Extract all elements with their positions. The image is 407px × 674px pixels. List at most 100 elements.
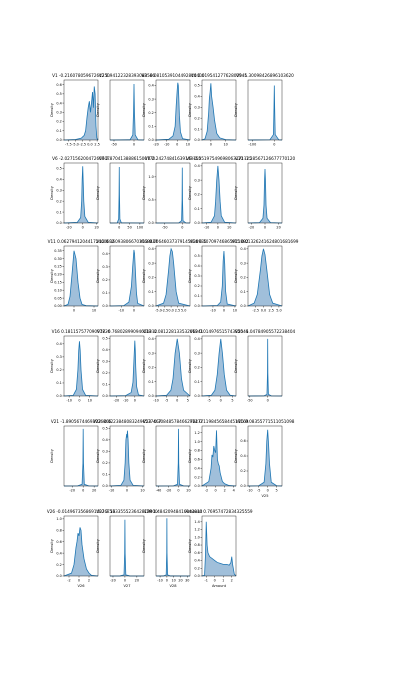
x-tick-label: -5 <box>165 399 168 403</box>
y-tick-label: 0.0 <box>148 304 153 308</box>
y-tick-label: 0.25 <box>54 265 62 269</box>
subplot-title: V2 0.94122328393088586 <box>99 73 155 78</box>
y-tick-label: 0.4 <box>102 438 107 442</box>
y-tick-label: 1.0 <box>56 517 61 521</box>
x-tick-label: -10 <box>247 489 253 493</box>
y-axis-label: Density <box>96 102 100 117</box>
y-axis-label: Density <box>188 268 192 283</box>
x-tick-label: 0 <box>82 489 84 493</box>
y-tick-label: 0.1 <box>194 380 199 384</box>
y-axis-label: Density <box>188 448 192 463</box>
density-line <box>201 250 237 307</box>
x-tick-label: 2 <box>231 579 233 583</box>
axes-frame <box>155 335 191 397</box>
density-line <box>155 518 191 577</box>
y-tick-label: 0.4 <box>148 337 153 341</box>
y-tick-label: 0.4 <box>102 348 107 352</box>
density-line <box>109 340 145 397</box>
density-area <box>64 250 98 306</box>
x-tick-label: 10 <box>92 309 96 313</box>
density-area <box>202 251 236 306</box>
axes-frame <box>155 425 191 487</box>
y-tick-label: 0.3 <box>194 274 199 278</box>
x-tick-label: -10 <box>157 579 163 583</box>
subplot-20: V20 -1.04784905572238404 -50 0 Density <box>234 329 295 403</box>
subplot-title: V28 1.48420948416043913 <box>144 509 203 514</box>
y-tick-label: 1.0 <box>148 175 153 179</box>
x-axis-label: V27 <box>123 584 130 588</box>
subplot-title: V24 0.11984565844519169 <box>190 419 249 424</box>
subplot-title: V21 -1.89056744693926866 <box>51 419 112 424</box>
x-tick-label: 10 <box>88 399 92 403</box>
x-tick-label: 0 <box>134 399 136 403</box>
x-tick-label: 100 <box>137 226 143 230</box>
y-tick-label: 0.1 <box>56 210 61 214</box>
axes-frame <box>109 335 145 397</box>
x-tick-label: 0 <box>217 226 219 230</box>
y-tick-label: 0.35 <box>54 249 62 253</box>
y-tick-label: 0.2 <box>102 461 107 465</box>
y-tick-label: 0.1 <box>56 381 61 385</box>
x-axis-label: Amount <box>212 584 227 588</box>
axes-frame <box>155 245 191 307</box>
subplot-9: V9 -0.05197549698063171125 -10 0 10 0.0 0.1 0.… <box>186 156 252 230</box>
x-tick-label: 5.0 <box>276 309 281 313</box>
density-area <box>110 84 144 140</box>
x-tick-label: -10 <box>204 226 210 230</box>
subplot-title: V5 -1.30098426896103620 <box>236 73 294 78</box>
subplot-title: V23 -0.30848578466276277 <box>143 419 204 424</box>
x-tick-label: 0 <box>215 489 217 493</box>
subplot-title: V22 -0.02238480832496537467 <box>93 419 162 424</box>
axes-frame <box>63 162 99 224</box>
x-tick-label: 0 <box>78 399 80 403</box>
y-tick-label: 0.4 <box>148 247 153 251</box>
subplot-18: V18 -0.08122813353206241 -10 -5 0 5 0.0 0.1 0.2… <box>142 329 203 403</box>
subplot-28: V28 1.48420948416043913 -10 0 10 20 30 Density… <box>142 509 203 588</box>
subplot-title: V7 2.87041388861500770 <box>99 156 155 161</box>
y-tick-label: 0.0 <box>194 394 199 398</box>
density-line <box>109 519 145 577</box>
y-tick-label: 0.3 <box>240 261 245 265</box>
x-tick-label: 5.0 <box>181 309 186 313</box>
axes-frame <box>201 162 237 224</box>
y-tick-label: 1.0 <box>194 440 199 444</box>
x-tick-label: 0 <box>220 399 222 403</box>
y-tick-label: 1.4 <box>194 520 199 524</box>
x-tick-label: 5 <box>187 399 189 403</box>
density-line <box>201 338 237 397</box>
y-axis-label: Density <box>50 268 54 283</box>
x-tick-label: -50 <box>247 399 253 403</box>
density-line <box>247 338 283 397</box>
x-tick-label: -2.5 <box>162 309 169 313</box>
y-tick-label: 0.3 <box>194 105 199 109</box>
axes-frame <box>247 79 283 141</box>
x-tick-label: 2.5 <box>268 309 273 313</box>
density-line <box>155 428 191 487</box>
x-tick-label: -10 <box>164 143 170 147</box>
subplot-25: V25 0.08355771511051098 -10 -5 0 5 0.0 0.2 0.4 0… <box>234 419 295 498</box>
subplot-title: V10 -1.28567126677770120 <box>235 156 296 161</box>
axes-frame <box>155 79 191 141</box>
y-tick-label: 0.8 <box>194 449 199 453</box>
y-tick-label: 0.2 <box>102 278 107 282</box>
y-axis-label: Density <box>142 185 146 200</box>
y-tick-label: 0.2 <box>148 276 153 280</box>
density-area <box>156 167 190 223</box>
y-axis-label: Density <box>234 185 238 200</box>
x-tick-label: 1 <box>222 579 224 583</box>
y-tick-label: 0.0 <box>56 221 61 225</box>
y-tick-label: 1.2 <box>194 528 199 532</box>
x-tick-label: -5 <box>257 489 260 493</box>
y-tick-label: 0.2 <box>148 111 153 115</box>
x-tick-label: 20 <box>276 226 280 230</box>
x-tick-label: 0 <box>124 579 126 583</box>
y-tick-label: 0.2 <box>194 475 199 479</box>
density-area <box>248 429 282 486</box>
x-tick-label: 50 <box>127 226 131 230</box>
subplot-title: V1 -0.21607805967264250 <box>52 73 110 78</box>
y-tick-label: 0.3 <box>102 265 107 269</box>
y-tick-label: 0.4 <box>194 95 199 99</box>
subplot-16: V16 0.18115757709097826 -10 0 10 0.0 0.1 0.2 0.… <box>50 329 111 403</box>
subplot-12: V12 0.160938066703068837 -10 0 0.0 0.1 0.2 0.3… <box>96 239 158 313</box>
x-tick-label: 0.0 <box>261 309 266 313</box>
